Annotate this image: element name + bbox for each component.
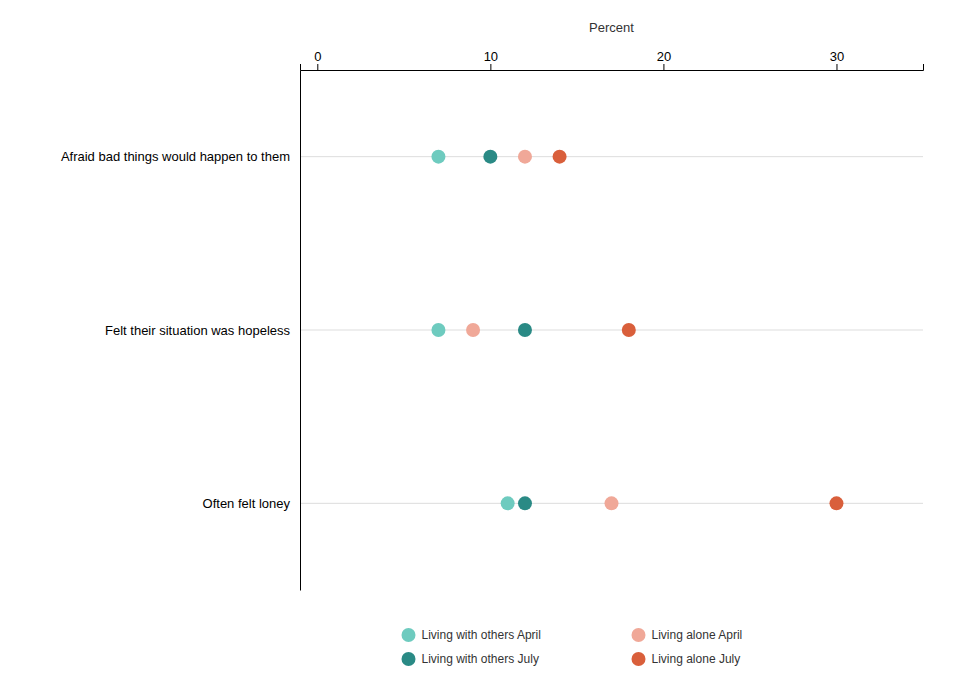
y-tick: Afraid bad things would happen to them	[61, 149, 300, 164]
y-tick-label: Felt their situation was hopeless	[105, 323, 290, 338]
x-tick-label: 30	[830, 49, 844, 64]
x-tick: 10	[484, 49, 498, 70]
x-axis: 0 10 20 30	[301, 49, 924, 71]
x-tick: 30	[830, 49, 844, 70]
x-tick: 20	[657, 49, 671, 70]
dot	[518, 150, 532, 164]
x-axis-line	[301, 64, 924, 71]
series	[431, 150, 514, 511]
dot	[518, 323, 532, 337]
series	[466, 150, 618, 511]
legend-label: Living alone April	[652, 628, 743, 642]
legend-label: Living with others July	[422, 652, 539, 666]
x-tick-label: 20	[657, 49, 671, 64]
series	[553, 150, 844, 511]
chart: 0 10 20 30 Percent Often felt loney Felt their…	[0, 0, 953, 700]
dot	[431, 150, 445, 164]
y-tick-label: Afraid bad things would happen to them	[61, 149, 290, 164]
x-tick-mark	[836, 64, 837, 70]
category-line	[300, 156, 923, 157]
y-axis: Often felt loney Felt their situation was…	[61, 71, 301, 591]
legend-label: Living with others April	[422, 628, 541, 642]
legend-item: Living with others July	[402, 652, 539, 666]
y-tick: Often felt loney	[203, 496, 300, 511]
dot	[622, 323, 636, 337]
legend-swatch	[632, 652, 646, 666]
legend-swatch	[632, 628, 646, 642]
x-tick-label: 0	[314, 49, 321, 64]
dot	[501, 496, 515, 510]
dot	[553, 150, 567, 164]
legend-label: Living alone July	[652, 652, 741, 666]
y-tick: Felt their situation was hopeless	[105, 323, 300, 338]
dot	[483, 150, 497, 164]
dot	[431, 323, 445, 337]
y-axis-line	[300, 71, 301, 591]
x-tick-mark	[317, 64, 318, 70]
legend-swatch	[402, 652, 416, 666]
x-tick-label: 10	[484, 49, 498, 64]
x-tick-mark	[663, 64, 664, 70]
plot: 0 10 20 30 Percent Often felt loney Felt their…	[61, 20, 924, 591]
series	[483, 150, 532, 511]
x-tick-mark	[490, 64, 491, 70]
legend-item: Living alone April	[632, 628, 743, 642]
dot	[605, 496, 619, 510]
category-line	[300, 330, 923, 331]
legend: Living with others April Living with othe…	[402, 628, 743, 666]
legend-swatch	[402, 628, 416, 642]
legend-item: Living with others April	[402, 628, 541, 642]
dot	[829, 496, 843, 510]
dot	[518, 496, 532, 510]
category-lines	[300, 157, 923, 504]
x-tick: 0	[314, 49, 321, 70]
dot	[466, 323, 480, 337]
y-tick-label: Often felt loney	[203, 496, 291, 511]
x-axis-title: Percent	[589, 20, 634, 35]
dots	[431, 150, 843, 511]
legend-item: Living alone July	[632, 652, 741, 666]
